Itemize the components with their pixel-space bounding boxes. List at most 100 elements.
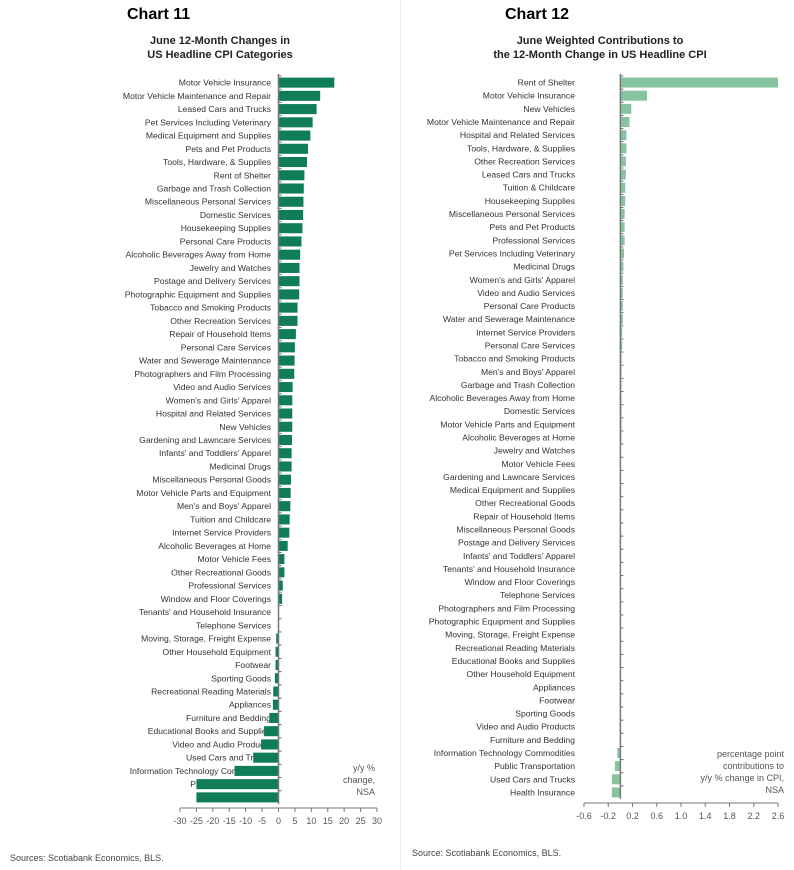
category-label: Water and Sewerage Maintenance (139, 356, 271, 366)
category-label: Other Recreational Goods (171, 567, 271, 577)
category-label: Furniture and Bedding (490, 735, 575, 745)
bar (274, 673, 279, 684)
bar (234, 765, 279, 776)
x-tick-label: -0.6 (576, 811, 592, 821)
x-tick-label: -0.2 (600, 811, 616, 821)
bar (275, 659, 279, 671)
bar (269, 712, 279, 723)
category-label: Professional Services (188, 581, 271, 591)
chart-12-source: Source: Scotiabank Economics, BLS. (412, 848, 562, 858)
category-label: Hospital and Related Services (460, 130, 575, 140)
bar (611, 787, 621, 798)
category-label: Motor Vehicle Fees (501, 459, 575, 469)
bar (278, 329, 296, 340)
category-label: Furniture and Bedding (186, 713, 271, 723)
category-label: Moving, Storage, Freight Expense (445, 630, 575, 640)
bar (273, 686, 279, 697)
category-label: Water and Sewerage Maintenance (443, 314, 575, 324)
bar (620, 274, 623, 285)
x-tick-label: 2.6 (772, 811, 785, 821)
bar (620, 248, 625, 259)
category-label: Window and Floor Coverings (161, 594, 271, 604)
category-label: Telephone Services (500, 590, 575, 600)
category-label: Other Recreational Goods (475, 498, 575, 508)
bar (278, 223, 303, 234)
x-tick-label: 20 (339, 816, 349, 826)
category-label: Tuition & Childcare (503, 183, 576, 193)
bar (278, 580, 283, 591)
chart-11-plot: Motor Vehicle Insurance Motor Vehicle Mai… (123, 74, 382, 826)
x-tick-label: 15 (323, 816, 333, 826)
bar (620, 287, 623, 298)
bar (278, 276, 300, 287)
x-tick-label: -20 (206, 816, 219, 826)
category-label: Professional Services (492, 235, 575, 245)
category-label: Personal Care Products (180, 236, 271, 246)
category-label: Video and Audio Services (477, 288, 575, 298)
category-label: Footwear (235, 660, 271, 670)
bar (278, 183, 304, 194)
bar (278, 474, 291, 485)
category-label: Housekeeping Supplies (485, 196, 575, 206)
category-label: Garbage and Trash Collection (461, 380, 575, 390)
bar (620, 327, 623, 338)
category-label: Other Household Equipment (163, 647, 272, 657)
chart-11-source: Sources: Scotiabank Economics, BLS. (10, 853, 164, 863)
category-label: Miscellaneous Personal Services (145, 197, 271, 207)
bar (278, 196, 304, 207)
x-tick-label: -25 (190, 816, 203, 826)
category-label: Pets and Pet Products (185, 144, 271, 154)
category-label: Sporting Goods (515, 709, 575, 719)
note-line: contributions to (722, 761, 784, 771)
bar (275, 646, 279, 657)
category-label: Pet Services Including Veterinary (449, 248, 576, 258)
category-label: Hospital and Related Services (156, 409, 271, 419)
category-label: Internet Service Providers (172, 528, 271, 538)
bar (261, 739, 279, 750)
bar (253, 752, 279, 763)
category-label: Video and Audio Products (172, 739, 271, 749)
category-label: Information Technology Commodities (434, 748, 575, 758)
bar (196, 779, 279, 790)
category-label: Medical Equipment and Supplies (450, 485, 575, 495)
bar (278, 395, 293, 406)
note-line: y/y % change in CPI, (700, 773, 784, 783)
category-label: Motor Vehicle Maintenance and Repair (427, 117, 575, 127)
category-label: Photographers and Film Processing (134, 369, 271, 379)
category-label: Tools, Hardware, & Supplies (163, 157, 271, 167)
bar (617, 747, 621, 758)
category-label: Sporting Goods (211, 673, 271, 683)
chart-11-subtitle-line: US Headline CPI Categories (147, 49, 293, 61)
bar (620, 222, 625, 233)
x-tick-label: -15 (223, 816, 236, 826)
bar (278, 90, 321, 101)
category-label: Motor Vehicle Insurance (483, 91, 575, 101)
bar (620, 130, 627, 141)
bar (278, 249, 301, 260)
category-label: Video and Audio Services (173, 382, 271, 392)
category-label: Personal Care Products (484, 301, 575, 311)
x-tick-label: 1.0 (675, 811, 688, 821)
category-label: Domestic Services (200, 210, 271, 220)
bar (620, 77, 778, 88)
x-tick-label: 2.2 (747, 811, 760, 821)
category-label: Repair of Household Items (473, 511, 575, 521)
bar (620, 301, 623, 312)
bar (620, 90, 648, 101)
note-line: NSA (356, 787, 375, 797)
bar (272, 699, 279, 710)
bar (611, 774, 621, 785)
category-label: Public Transportation (494, 761, 575, 771)
bar (278, 434, 292, 446)
x-tick-label: 10 (306, 816, 316, 826)
bar (278, 540, 288, 551)
bar (278, 355, 295, 366)
category-label: Repair of Household Items (169, 329, 271, 339)
category-label: Educational Books and Supplies (452, 656, 575, 666)
category-label: Personal Care Services (485, 340, 575, 350)
bar (620, 209, 625, 220)
category-label: Tools, Hardware, & Supplies (467, 143, 575, 153)
category-label: Medicinal Drugs (513, 262, 575, 272)
category-label: Moving, Storage, Freight Expense (141, 634, 271, 644)
chart-12-subtitle-line: the 12-Month Change in US Headline CPI (493, 49, 707, 61)
